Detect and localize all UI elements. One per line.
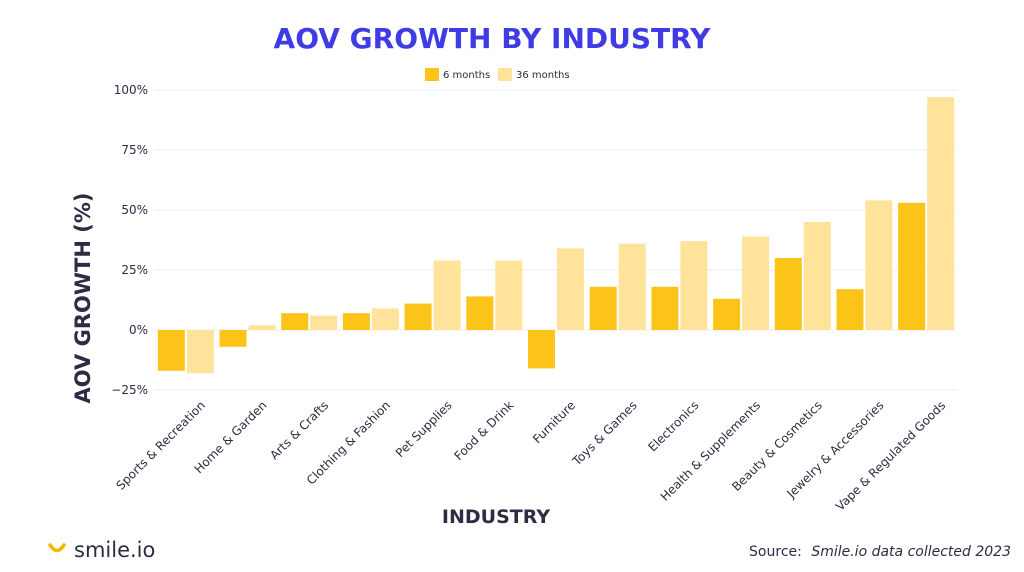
x-category-label: Food & Drink (451, 398, 516, 463)
y-tick-label: 100% (114, 83, 148, 97)
bar-36-months (742, 236, 770, 330)
x-category-label: Furniture (530, 398, 578, 446)
grid-lines (155, 89, 957, 391)
bar-36-months (557, 248, 584, 330)
bar-36-months (680, 241, 708, 330)
x-category-label: Arts & Crafts (267, 398, 331, 462)
legend-swatch (498, 68, 512, 81)
bar-36-months (186, 330, 214, 374)
y-tick-label: 25% (121, 263, 148, 277)
source-text: Smile.io data collected 2023 (811, 544, 1011, 560)
bar-6-months (713, 298, 741, 330)
x-category-label: Sports & Recreation (113, 398, 207, 492)
bar-36-months (495, 260, 523, 330)
x-category-label: Pet Supplies (393, 398, 455, 460)
bar-6-months (774, 258, 802, 330)
bar-6-months (157, 330, 185, 371)
bar-6-months (219, 330, 247, 347)
y-tick-label: −25% (111, 383, 148, 397)
bars (157, 97, 955, 374)
y-axis-ticks: 100% 75% 50% 25% 0% −25% (111, 83, 148, 397)
brand-logo: smile.io (48, 538, 155, 562)
x-category-label: Health & Supplements (658, 398, 764, 504)
source-note: Source: Smile.io data collected 2023 (749, 544, 1011, 560)
bar-6-months (898, 202, 926, 330)
bar-6-months (589, 286, 617, 330)
legend: 6 months 36 months (425, 68, 570, 81)
bar-6-months (836, 289, 864, 330)
y-tick-label: 75% (121, 143, 148, 157)
bar-6-months (466, 296, 494, 330)
bar-36-months (865, 200, 893, 330)
source-label: Source: (749, 544, 802, 560)
legend-label: 36 months (516, 70, 570, 81)
bar-6-months (281, 313, 309, 330)
brand-name: smile.io (74, 538, 155, 562)
y-tick-label: 0% (129, 323, 148, 337)
chart-title: AOV GROWTH BY INDUSTRY (274, 22, 712, 55)
bar-36-months (310, 315, 338, 330)
bar-6-months (651, 286, 679, 330)
y-tick-label: 50% (121, 203, 148, 217)
legend-label: 6 months (443, 70, 490, 81)
bar-36-months (803, 222, 831, 330)
bar-36-months (433, 260, 461, 330)
legend-swatch (425, 68, 439, 81)
x-category-label: Electronics (645, 398, 701, 454)
y-axis-title: AOV GROWTH (%) (71, 193, 95, 404)
bar-36-months (371, 308, 399, 330)
bar-36-months (248, 325, 276, 330)
smile-logo-icon (48, 543, 66, 553)
bar-6-months (528, 330, 555, 369)
x-category-label: Vape & Regulated Goods (833, 398, 948, 513)
x-axis-title: INDUSTRY (442, 506, 550, 528)
bar-6-months (404, 303, 432, 330)
x-category-label: Toys & Games (569, 398, 640, 469)
bar-36-months (927, 97, 955, 330)
bar-6-months (342, 313, 370, 330)
bar-36-months (618, 243, 646, 330)
